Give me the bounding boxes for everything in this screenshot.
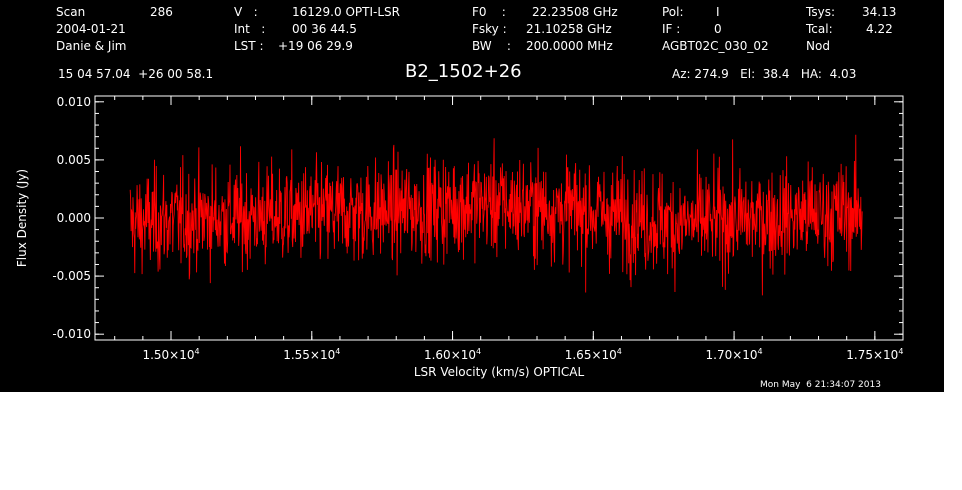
bw-value: 200.0000 MHz — [526, 39, 613, 53]
x-tick-label: 1.55×104 — [283, 347, 340, 362]
velocity-label: V : — [234, 5, 258, 19]
x-tick-exponent: 4 — [194, 347, 199, 356]
plot-timestamp: Mon May 6 21:34:07 2013 — [760, 380, 881, 390]
x-tick-exponent: 4 — [617, 347, 622, 356]
lst-label: LST : — [234, 39, 264, 53]
pol-label: Pol: — [662, 5, 684, 19]
scan-value: 286 — [150, 5, 173, 19]
x-tick-mantissa: 1.60 — [424, 348, 451, 362]
y-axis-label: Flux Density (Jy) — [15, 169, 29, 267]
tsys-value: 34.13 — [862, 5, 897, 19]
x-tick-mantissa: 1.75 — [846, 348, 873, 362]
scan-label: Scan — [56, 5, 86, 19]
spectrum-series — [129, 134, 863, 296]
x-tick-times: ×10 — [591, 348, 616, 362]
f0-value: 22.23508 GHz — [532, 5, 618, 19]
x-tick-exponent: 4 — [335, 347, 340, 356]
obs-date: 2004-01-21 — [56, 22, 126, 36]
fsky-label: Fsky : — [472, 22, 507, 36]
x-tick-label: 1.50×104 — [142, 347, 199, 362]
f0-label: F0 : — [472, 5, 506, 19]
plot-canvas: Scan 286 2004-01-21 Danie & Jim V : 1612… — [0, 0, 944, 392]
obs-mode: Nod — [806, 39, 830, 53]
source-coords: 15 04 57.04 +26 00 58.1 — [58, 67, 214, 81]
y-tick-label: 0.010 — [57, 95, 91, 109]
y-tick-label: -0.005 — [52, 269, 91, 283]
x-tick-label: 1.60×104 — [424, 347, 481, 362]
x-tick-times: ×10 — [310, 348, 335, 362]
x-tick-label: 1.70×104 — [706, 347, 763, 362]
tsys-label: Tsys: — [806, 5, 835, 19]
observers: Danie & Jim — [56, 39, 127, 53]
x-tick-times: ×10 — [451, 348, 476, 362]
x-tick-label: 1.75×104 — [846, 347, 903, 362]
x-axis-label: LSR Velocity (km/s) OPTICAL — [414, 365, 585, 379]
int-label: Int : — [234, 22, 266, 36]
y-tick-label: 0.005 — [57, 153, 91, 167]
x-tick-exponent: 4 — [898, 347, 903, 356]
project-id: AGBT02C_030_02 — [662, 39, 769, 53]
x-tick-mantissa: 1.70 — [706, 348, 733, 362]
tcal-label: Tcal: — [806, 22, 833, 36]
if-label: IF : — [662, 22, 681, 36]
x-tick-label: 1.65×104 — [565, 347, 622, 362]
fsky-value: 21.10258 GHz — [526, 22, 612, 36]
x-tick-exponent: 4 — [476, 347, 481, 356]
x-tick-times: ×10 — [169, 348, 194, 362]
x-tick-exponent: 4 — [758, 347, 763, 356]
source-name: B2_1502+26 — [405, 61, 522, 82]
x-tick-times: ×10 — [732, 348, 757, 362]
int-value: 00 36 44.5 — [292, 22, 357, 36]
az-el-ha: Az: 274.9 El: 38.4 HA: 4.03 — [672, 67, 857, 81]
bw-label: BW : — [472, 39, 511, 53]
x-tick-mantissa: 1.55 — [283, 348, 310, 362]
lst-value: +19 06 29.9 — [278, 39, 353, 53]
x-tick-mantissa: 1.65 — [565, 348, 592, 362]
x-tick-times: ×10 — [873, 348, 898, 362]
tcal-value: 4.22 — [866, 22, 893, 36]
if-value: 0 — [714, 22, 722, 36]
pol-value: I — [716, 5, 720, 19]
y-tick-label: 0.000 — [57, 211, 91, 225]
velocity-value: 16129.0 OPTI-LSR — [292, 5, 400, 19]
y-tick-label: -0.010 — [52, 327, 91, 341]
x-tick-mantissa: 1.50 — [142, 348, 169, 362]
